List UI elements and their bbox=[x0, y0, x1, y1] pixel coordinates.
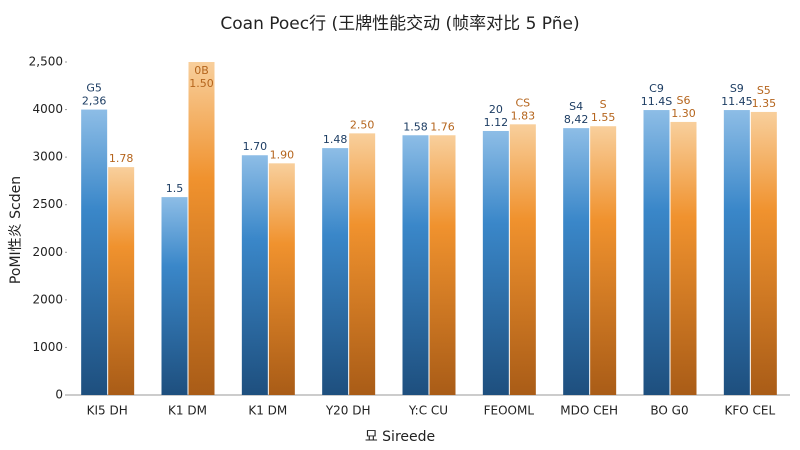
data-label: S4 bbox=[569, 100, 583, 113]
data-label: 11.45 bbox=[721, 95, 753, 108]
data-label: 20 bbox=[489, 103, 503, 116]
bar bbox=[81, 109, 108, 396]
x-tick-label: Y:C CU bbox=[408, 404, 448, 418]
y-tick-label: 1000 bbox=[32, 340, 63, 354]
bar bbox=[349, 133, 376, 395]
x-tick-label: KI5 DH bbox=[87, 404, 128, 418]
data-label: 2.50 bbox=[350, 118, 375, 131]
y-tick-label: 2500 bbox=[32, 197, 63, 211]
data-label: 1.55 bbox=[591, 111, 616, 124]
data-label: G5 bbox=[86, 82, 102, 95]
y-tick-label: 2,500 bbox=[29, 55, 63, 69]
bar bbox=[670, 121, 697, 395]
bar bbox=[161, 197, 188, 395]
bar bbox=[509, 124, 536, 395]
bar bbox=[643, 110, 670, 395]
data-label: 11.4S bbox=[641, 95, 672, 108]
data-label: 1.58 bbox=[403, 120, 428, 133]
data-label: 1.5 bbox=[166, 182, 184, 195]
data-label: 8,42 bbox=[564, 113, 589, 126]
x-tick-label: MDO CEH bbox=[560, 404, 618, 418]
data-label: S6 bbox=[677, 94, 691, 107]
x-axis-label: 묘 Sireede bbox=[365, 429, 435, 445]
data-label: S9 bbox=[730, 82, 744, 95]
data-label: 1.30 bbox=[671, 107, 696, 120]
data-label: 1.90 bbox=[270, 148, 295, 161]
y-tick-label: 3000 bbox=[32, 150, 63, 164]
chart-title: Coan Poec行 (王牌性能交动 (帧率对比 5 Pñe) bbox=[220, 14, 579, 34]
x-tick-label: FEOOML bbox=[484, 404, 535, 418]
data-label: S bbox=[600, 98, 607, 111]
x-tick-label: K1 DM bbox=[248, 404, 287, 418]
data-label: 2,36 bbox=[82, 95, 107, 108]
data-label: 1.78 bbox=[109, 152, 134, 165]
bar bbox=[268, 163, 295, 395]
x-tick-label: Y20 DH bbox=[325, 404, 371, 418]
bar bbox=[429, 135, 456, 395]
bar bbox=[590, 126, 617, 395]
data-label: CS bbox=[515, 96, 530, 109]
data-label: 1.76 bbox=[430, 120, 455, 133]
bar bbox=[750, 111, 777, 395]
data-label: 1.70 bbox=[243, 140, 268, 153]
data-label: 1.35 bbox=[752, 97, 777, 110]
bar bbox=[563, 128, 590, 396]
y-tick-label: 0 bbox=[55, 388, 63, 402]
data-label: 1.12 bbox=[484, 116, 509, 129]
x-tick-label: K1 DM bbox=[168, 404, 207, 418]
y-tick-label: 2000 bbox=[32, 292, 63, 306]
bar bbox=[188, 62, 215, 395]
data-label: 0B bbox=[194, 64, 209, 77]
bar bbox=[241, 155, 268, 395]
bar bbox=[108, 167, 135, 395]
bar bbox=[723, 110, 750, 395]
x-tick-label: KFO CEL bbox=[724, 404, 775, 418]
x-tick-label: BO G0 bbox=[650, 404, 688, 418]
bar bbox=[482, 130, 509, 395]
y-axis-label: PoMI性炎 Scden bbox=[8, 176, 24, 284]
bar bbox=[402, 135, 429, 395]
data-label: 1.83 bbox=[511, 109, 536, 122]
y-tick-label: 2000 bbox=[32, 245, 63, 259]
data-label: 1.50 bbox=[189, 77, 214, 90]
y-tick-label: 4000 bbox=[32, 102, 63, 116]
bar bbox=[322, 148, 349, 395]
data-label: 1.48 bbox=[323, 133, 348, 146]
data-label: C9 bbox=[649, 82, 664, 95]
data-label: S5 bbox=[757, 84, 771, 97]
